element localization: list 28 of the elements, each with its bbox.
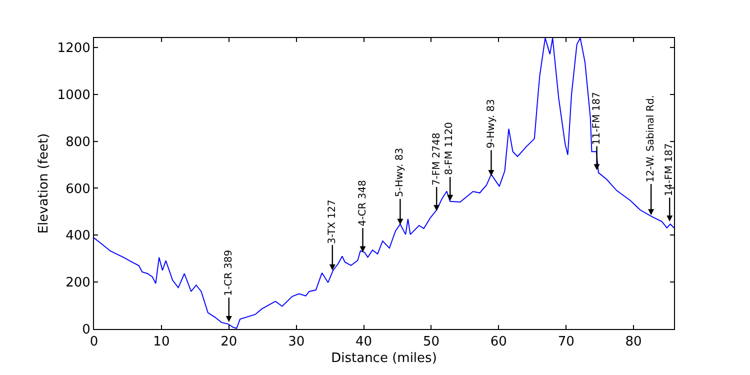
annotation: 3-TX 127: [326, 200, 338, 244]
y-tick-label: 600: [66, 182, 90, 197]
y-tick-label: 400: [66, 228, 90, 244]
x-tick-label: 80: [625, 334, 642, 350]
x-tick-label: 70: [558, 334, 574, 350]
annotation: 5-Hwy. 83: [394, 148, 406, 198]
x-tick-label: 20: [220, 334, 238, 350]
annotation: 1-CR 389: [224, 250, 235, 296]
y-axis-title: Elevation (feet): [36, 133, 52, 234]
x-tick-label: 40: [355, 334, 372, 350]
annotation: 11-FM 187: [592, 92, 603, 145]
annotation: 4-CR 348: [357, 180, 368, 226]
annotation: 14-FM 187: [664, 143, 675, 196]
y-tick-label: 1200: [57, 40, 90, 56]
y-tick-label: 1000: [57, 88, 90, 103]
y-tick-label: 0: [82, 322, 90, 338]
x-tick-label: 50: [422, 334, 440, 350]
annotation: 9-Hwy. 83: [486, 99, 498, 148]
x-axis-title: Distance (miles): [331, 351, 437, 366]
x-tick-label: 10: [153, 334, 170, 350]
annotation: 7-FM 2748: [432, 132, 443, 186]
y-tick-label: 800: [66, 134, 90, 150]
annotation: 12-W. Sabinal Rd.: [646, 95, 657, 183]
y-tick-label: 200: [66, 276, 90, 291]
line-series: [94, 38, 674, 329]
x-tick-label: 30: [288, 334, 305, 350]
annotation: 8-FM 1120: [444, 122, 456, 176]
x-tick-label: 60: [490, 334, 507, 350]
